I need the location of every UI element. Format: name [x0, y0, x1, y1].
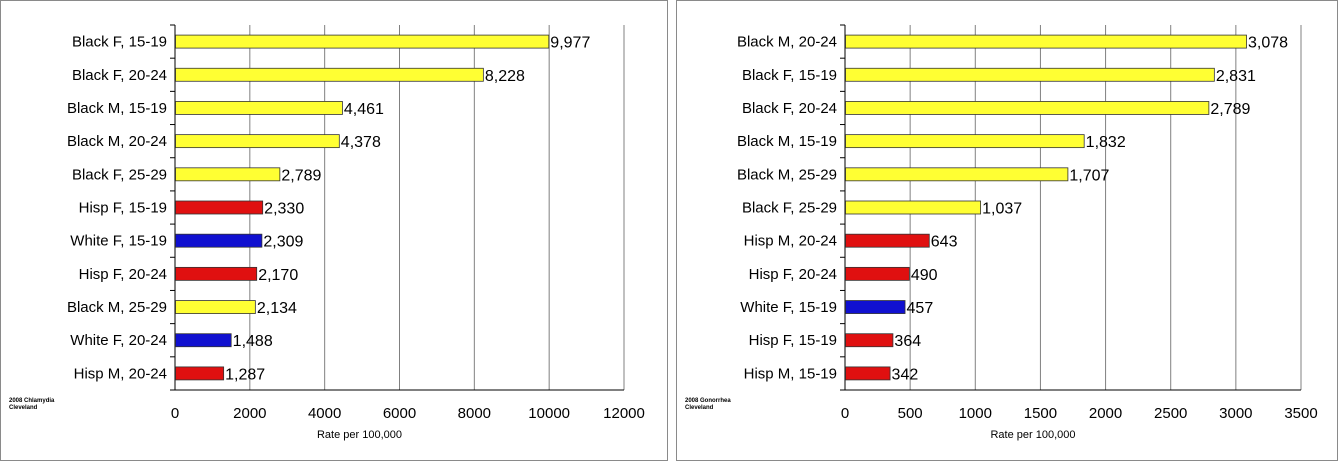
category-label: Hisp F, 20-24 — [79, 266, 167, 283]
bar — [175, 300, 256, 314]
value-label: 2,831 — [1216, 68, 1256, 85]
value-label: 1,832 — [1086, 134, 1126, 151]
category-label: Black M, 20-24 — [67, 133, 167, 150]
x-tick-label: 3500 — [1284, 405, 1317, 422]
x-axis-label: Rate per 100,000 — [990, 429, 1075, 441]
bar — [845, 167, 1069, 182]
value-label: 2,789 — [1210, 101, 1250, 118]
bar — [845, 366, 891, 381]
x-tick-label: 0 — [841, 405, 849, 422]
x-tick-label: 4000 — [308, 405, 341, 422]
category-label: Hisp M, 20-24 — [74, 365, 167, 382]
x-tick-label: 1500 — [1024, 405, 1057, 422]
x-tick-label: 500 — [898, 405, 923, 422]
category-label: Black M, 15-19 — [67, 100, 167, 117]
bar — [845, 200, 982, 215]
x-tick-label: 2500 — [1154, 405, 1187, 422]
gonorrhea-chart-panel: Black M, 20-24 3,078 Black F, 15-19 2,831 Bl… — [676, 0, 1338, 461]
x-tick-label: 12000 — [603, 405, 645, 422]
category-label: Black F, 15-19 — [72, 34, 167, 51]
category-label: White F, 15-19 — [70, 233, 167, 250]
value-label: 2,330 — [264, 201, 304, 218]
bar — [175, 333, 232, 348]
chlamydia-chart-panel: Black F, 15-19 9,977 Black F, 20-24 8,228 Bl… — [0, 0, 668, 461]
category-label: Black F, 20-24 — [742, 100, 837, 117]
x-tick-label: 0 — [171, 405, 179, 422]
bar — [845, 233, 930, 248]
chart-note-line2: Cleveland — [685, 405, 714, 411]
category-label: White F, 20-24 — [70, 332, 167, 349]
value-label: 1,287 — [225, 366, 265, 383]
x-axis-label: Rate per 100,000 — [317, 429, 402, 441]
value-label: 643 — [931, 234, 958, 251]
value-label: 1,488 — [233, 333, 273, 350]
category-label: Hisp M, 15-19 — [744, 365, 837, 382]
chart-note-line1: 2008 Gonorrhea — [685, 398, 731, 404]
bar — [175, 167, 281, 182]
bar — [845, 300, 906, 314]
value-label: 2,170 — [258, 267, 298, 284]
bar — [175, 366, 225, 381]
x-tick-label: 3000 — [1219, 405, 1252, 422]
bar — [845, 101, 1210, 115]
category-label: Hisp F, 15-19 — [749, 332, 837, 349]
bar — [175, 233, 263, 248]
bar — [175, 134, 340, 149]
x-tick-label: 2000 — [233, 405, 266, 422]
value-label: 490 — [911, 267, 938, 284]
x-tick-label: 10000 — [528, 405, 570, 422]
bar — [845, 34, 1247, 49]
category-label: Black M, 25-29 — [67, 299, 167, 316]
category-label: Black M, 20-24 — [737, 34, 837, 51]
value-label: 2,134 — [257, 300, 297, 317]
value-label: 3,078 — [1248, 35, 1288, 52]
category-label: Hisp F, 20-24 — [749, 266, 837, 283]
value-label: 342 — [892, 366, 919, 383]
chart-note-line1: 2008 Chlamydia — [9, 398, 55, 404]
chart-note-line2: Cleveland — [9, 405, 38, 411]
category-label: Black F, 25-29 — [72, 166, 167, 183]
value-label: 2,789 — [281, 167, 321, 184]
value-label: 1,707 — [1069, 167, 1109, 184]
chlamydia-chart: Black F, 15-19 9,977 Black F, 20-24 8,228 Bl… — [9, 24, 645, 441]
x-tick-label: 6000 — [383, 405, 416, 422]
value-label: 8,228 — [485, 68, 525, 85]
category-label: Black M, 15-19 — [737, 133, 837, 150]
bar — [175, 101, 343, 115]
bar — [175, 34, 550, 49]
x-tick-label: 2000 — [1089, 405, 1122, 422]
bar — [175, 67, 484, 82]
bar — [845, 67, 1215, 82]
value-label: 364 — [894, 333, 921, 350]
x-tick-label: 1000 — [959, 405, 992, 422]
bar — [845, 333, 894, 348]
bar — [845, 134, 1085, 149]
category-label: White F, 15-19 — [740, 299, 837, 316]
category-label: Black F, 15-19 — [742, 67, 837, 84]
gonorrhea-chart: Black M, 20-24 3,078 Black F, 15-19 2,831 Bl… — [685, 24, 1318, 441]
value-label: 4,461 — [344, 101, 384, 118]
bar — [175, 266, 258, 281]
category-label: Hisp M, 20-24 — [744, 233, 837, 250]
value-label: 457 — [907, 300, 934, 317]
category-label: Black F, 25-29 — [742, 200, 837, 217]
value-label: 2,309 — [263, 234, 303, 251]
category-label: Black M, 25-29 — [737, 166, 837, 183]
x-tick-label: 8000 — [458, 405, 491, 422]
category-label: Black F, 20-24 — [72, 67, 167, 84]
bar — [845, 266, 910, 281]
category-label: Hisp F, 15-19 — [79, 200, 167, 217]
value-label: 4,378 — [341, 134, 381, 151]
bar — [175, 200, 264, 215]
value-label: 9,977 — [550, 35, 590, 52]
value-label: 1,037 — [982, 201, 1022, 218]
